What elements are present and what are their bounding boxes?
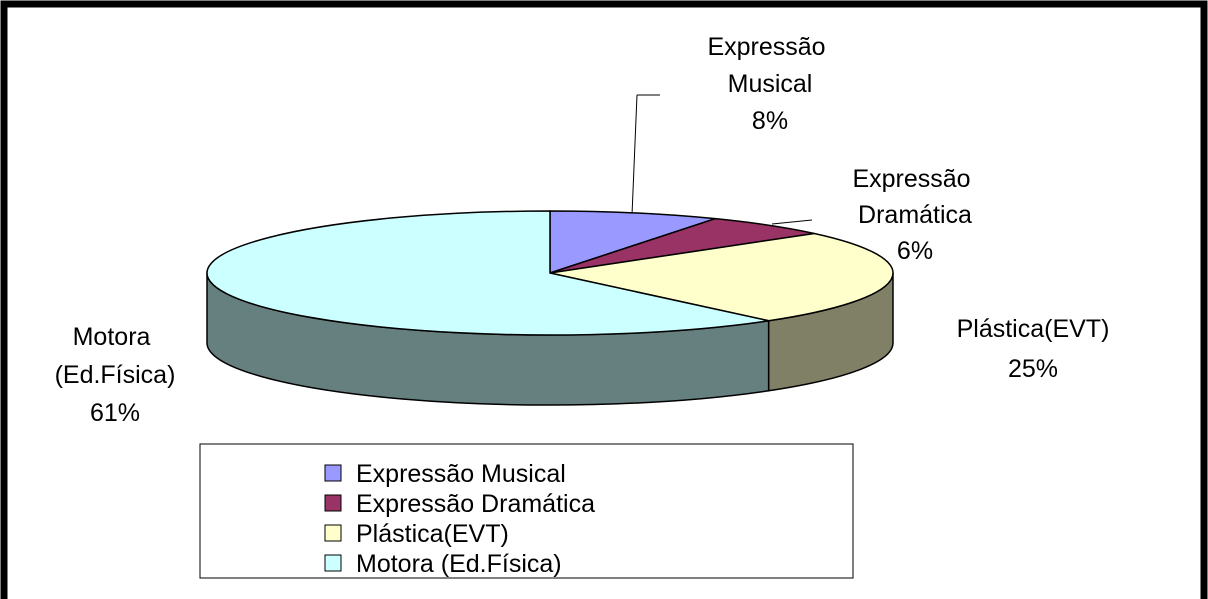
- slice-label-line: Musical: [728, 70, 813, 98]
- slice-label: Plástica(EVT): [957, 315, 1110, 343]
- legend-label: Expressão Dramática: [356, 490, 595, 518]
- legend-swatch: [324, 524, 342, 542]
- slice-label: Expressão Dramática: [852, 165, 977, 229]
- legend-label: Expressão Musical: [356, 460, 566, 488]
- slice-label-line: (Ed.Física): [55, 361, 176, 389]
- slice-value-label: 25%: [1008, 355, 1058, 383]
- leader-line: [771, 219, 813, 225]
- slice-value-label: 6%: [897, 237, 933, 265]
- slice-value-label: 61%: [90, 399, 140, 427]
- slice-label-line: Motora: [73, 323, 158, 351]
- slice-label: Expressão Musical: [707, 33, 832, 98]
- legend-box: [199, 443, 854, 579]
- pie-slice: [549, 232, 894, 322]
- slice-label-line: Dramática: [858, 201, 972, 229]
- legend-label: Plástica(EVT): [356, 520, 509, 548]
- pie-slice: [549, 210, 716, 275]
- slice-label-line: Expressão: [852, 165, 977, 193]
- slice-label-line: Expressão: [707, 33, 832, 61]
- leader-line: [631, 94, 638, 216]
- pie-slice: [206, 210, 769, 336]
- legend-swatch: [324, 494, 342, 512]
- legend-swatch: [324, 554, 342, 572]
- slice-label-line: Plástica(EVT): [957, 315, 1110, 343]
- slice-label: Motora (Ed.Física): [55, 323, 176, 389]
- legend-label: Motora (Ed.Física): [356, 550, 562, 578]
- slice-value-label: 8%: [752, 107, 788, 135]
- legend-swatch: [324, 464, 342, 482]
